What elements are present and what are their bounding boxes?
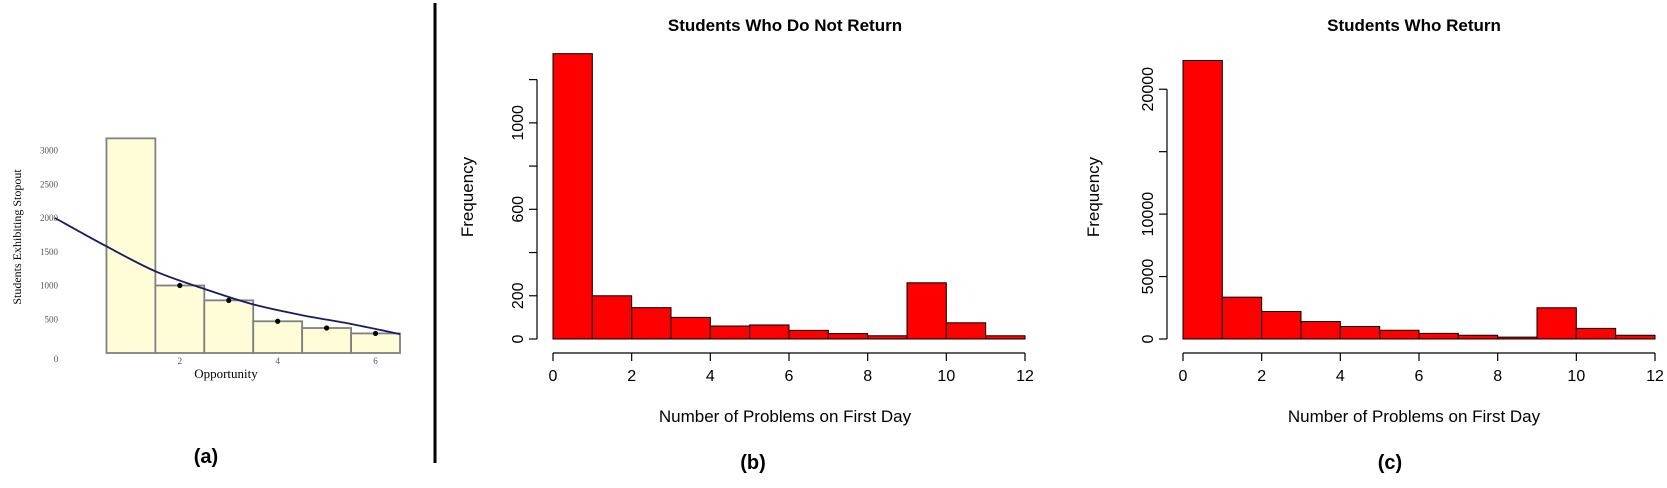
panel-a-xtick-label: 6 [373,356,378,366]
panel-b-bar [827,333,869,340]
panel-a-fit-line [54,217,401,335]
panel-c-ytick-label: 5000 [1140,259,1157,295]
panel-a-points [177,282,379,337]
panel-a-ytick-label: 2000 [40,213,59,223]
panel-b-ytick-label: 0 [510,334,527,343]
panel-b-bar [867,335,908,340]
panel-c-bar [1300,321,1341,340]
panel-c-bar [1457,334,1499,340]
panel-c-xtick-label: 2 [1257,368,1266,385]
panel-a-point [177,282,183,289]
panel-a-xtick-label: 2 [178,356,183,366]
panel-a-xtick-label: 0 [54,354,59,364]
panel-c-bar [1339,326,1381,340]
panel-c-xtick-label: 8 [1493,368,1502,385]
panel-c-bar [1379,329,1420,340]
panel-b-bar [709,325,751,340]
panel-b-bar [591,295,633,340]
panel-b-bar [552,53,593,340]
panel-a-bars [105,137,401,354]
panel-a-point [226,297,232,303]
panel-a-ytick-label: 500 [45,314,59,324]
panel-a-ytick-label: 2500 [40,179,59,189]
panel-a-point [275,318,281,324]
panel-b-xtick-label: 4 [706,368,715,385]
panel-c-xtick-label: 12 [1646,368,1664,385]
panel-label-c: (c) [1378,452,1402,474]
panel-a-point [324,325,330,331]
panel-c-axes: 0 2 4 6 8 10 12 0 5000 10000 20000 [1140,67,1664,385]
panel-b-ytick-label: 600 [510,196,527,223]
panel-b-xtick-label: 12 [1016,368,1034,385]
panel-a-axes: 0 2 4 6 500 1000 1500 2000 2500 3000 [40,146,378,367]
panel-c-bar [1261,311,1302,340]
panel-c-bar [1418,332,1459,340]
panel-c-xtick-label: 4 [1336,368,1345,385]
panel-a-ytick-label: 3000 [40,146,59,156]
panel-b-xlabel: Number of Problems on First Day [659,407,912,426]
panel-a-bar [350,332,401,354]
panel-a-point [372,330,379,337]
panel-c-bar [1575,327,1617,340]
panel-c-bars [1182,59,1656,340]
panel-b-ytick-label: 200 [510,282,527,309]
panel-b-bar [906,282,947,340]
panel-c-xlabel: Number of Problems on First Day [1288,407,1541,426]
panel-b-bar [945,322,987,340]
panel-b-xtick-label: 8 [863,368,872,385]
panel-a-xlabel: Opportunity [194,366,258,381]
panel-c-bar [1221,296,1263,340]
panel-c-title: Students Who Return [1327,16,1501,35]
panel-c-bar [1536,307,1577,340]
panel-c-ylabel: Frequency [1084,156,1103,237]
panel-a-bar [252,320,304,354]
panel-c-ytick-label: 10000 [1140,192,1157,237]
panel-b-chart: Students Who Do Not Return 0 2 4 6 8 10 12 0 200… [458,16,1034,426]
panel-c-xtick-label: 0 [1179,368,1188,385]
panel-c-bar [1615,334,1656,340]
panel-b-xtick-label: 2 [627,368,636,385]
panel-b-xtick-label: 6 [785,368,794,385]
panel-b-xtick-label: 0 [549,368,558,385]
panel-a-xtick-label: 4 [275,356,280,366]
panel-b-bar [631,307,672,340]
panel-c-bar [1182,59,1223,340]
panel-a-fit-curve [54,217,401,335]
panel-c-ytick-label: 20000 [1140,67,1157,112]
panel-label-b: (b) [740,452,766,474]
panel-c-bar [1497,336,1538,340]
panel-b-bar [985,335,1026,340]
panel-a-bar [203,299,255,354]
panel-a-ytick-label: 1000 [40,281,59,291]
panel-c-xtick-label: 10 [1567,368,1585,385]
panel-b-bar [670,316,711,340]
panel-b-bar [788,329,829,340]
panel-b-bar [749,324,790,340]
panel-a-bar [105,137,157,354]
panel-c-chart: Students Who Return 0 2 4 6 8 10 12 0 5000 10000 2… [1084,16,1664,426]
panel-label-a: (a) [194,446,218,468]
panel-a-ylabel: Students Exhibiting Stopout [10,169,24,305]
panel-b-ytick-label: 1000 [510,105,527,141]
panel-c-ytick-label: 0 [1140,334,1157,343]
panel-c-xtick-label: 6 [1415,368,1424,385]
panel-b-ylabel: Frequency [458,156,477,237]
panel-a-bar [154,284,206,354]
panel-b-axes: 0 2 4 6 8 10 12 0 200 600 1000 [510,79,1034,385]
panel-a-bar [301,327,352,354]
panel-b-bars [552,53,1026,340]
panel-a-ytick-label: 1500 [40,247,59,257]
panel-b-title: Students Who Do Not Return [668,16,902,35]
panel-b-xtick-label: 10 [937,368,955,385]
